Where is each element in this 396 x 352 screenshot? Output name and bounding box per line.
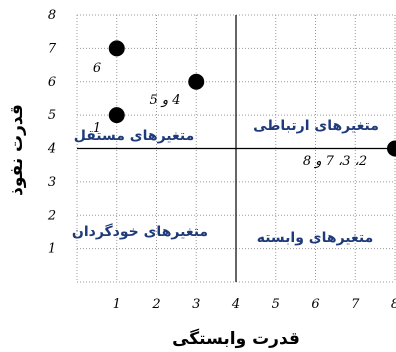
data-points: 6 4 و 5 1 2، 3، 7 و 8 <box>93 40 396 169</box>
tick-labels: 1 2 3 4 5 6 7 8 1 2 3 4 5 6 7 8 <box>47 8 396 312</box>
y-tick-label: 5 <box>48 108 56 123</box>
y-tick-label: 1 <box>48 242 56 257</box>
y-tick-label: 4 <box>47 142 56 157</box>
y-tick-label: 8 <box>48 8 56 23</box>
data-point-label: 2، 3، 7 و 8 <box>303 154 367 169</box>
x-tick-label: 2 <box>151 297 160 312</box>
x-axis-title: قدرت وابستگی <box>172 328 300 349</box>
x-tick-label: 4 <box>231 297 240 312</box>
y-tick-label: 3 <box>48 175 56 190</box>
y-tick-label: 6 <box>48 75 56 90</box>
quadrant-label-bottom-right: متغیرهای وابسته <box>257 230 374 246</box>
data-point <box>108 107 125 124</box>
data-point <box>108 40 125 57</box>
quadrant-labels: متغیرهای مستقل متغیرهای ارتباطی متغیرهای خ… <box>72 118 379 246</box>
y-axis-title: قدرت نفوذ <box>7 104 27 196</box>
data-point <box>387 140 396 157</box>
data-point-label: 6 <box>93 61 101 76</box>
x-tick-label: 6 <box>311 297 319 312</box>
x-tick-label: 3 <box>192 297 200 312</box>
y-tick-label: 7 <box>48 41 57 56</box>
x-tick-label: 7 <box>351 297 360 312</box>
y-tick-label: 2 <box>47 208 56 223</box>
data-point-label: 1 <box>93 121 101 136</box>
data-point-label: 4 و 5 <box>149 93 180 108</box>
quadrant-label-bottom-left: متغیرهای خودگردان <box>72 223 208 240</box>
x-tick-label: 8 <box>391 297 396 312</box>
quadrant-label-top-right: متغیرهای ارتباطی <box>253 118 379 134</box>
x-tick-label: 5 <box>272 297 280 312</box>
x-tick-label: 1 <box>113 297 121 312</box>
quadrant-label-top-left: متغیرهای مستقل <box>74 128 195 144</box>
data-point <box>188 73 205 90</box>
axes <box>77 15 395 282</box>
